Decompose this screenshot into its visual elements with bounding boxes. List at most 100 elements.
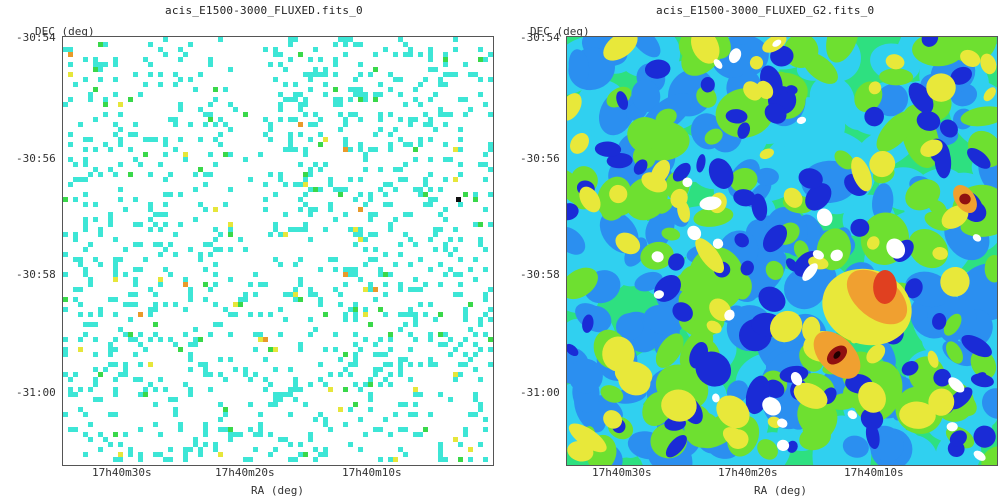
count-pixel [423, 177, 428, 182]
count-pixel [468, 327, 473, 332]
smoothed-blob [899, 401, 936, 429]
count-pixel [113, 457, 118, 462]
smoothed-blob [981, 446, 997, 465]
count-pixel [483, 297, 488, 302]
count-pixel [348, 97, 353, 102]
smoothed-blob [783, 187, 803, 208]
count-pixel [433, 232, 438, 237]
count-pixel [98, 432, 103, 437]
count-pixel [438, 452, 443, 457]
smoothed-blob [879, 68, 914, 86]
smoothed-blob [734, 233, 749, 248]
count-pixel [228, 357, 233, 362]
smoothed-blob [834, 150, 854, 170]
count-pixel [218, 357, 223, 362]
smoothed-blob [786, 440, 798, 453]
count-pixel [173, 72, 178, 77]
count-pixel [213, 262, 218, 267]
smoothed-blob [932, 313, 947, 330]
count-pixel [428, 412, 433, 417]
count-pixel [398, 177, 403, 182]
count-pixel [288, 442, 293, 447]
count-pixel [78, 387, 83, 392]
count-pixel [473, 332, 478, 337]
count-pixel [203, 422, 208, 427]
smoothed-blob [672, 162, 691, 182]
count-pixel [433, 227, 438, 232]
left-dec-tick-label: -30:58 [16, 268, 56, 281]
count-pixel [458, 127, 463, 132]
count-pixel [98, 232, 103, 237]
count-pixel [83, 332, 88, 337]
count-pixel [353, 272, 358, 277]
right-panel-title: acis_E1500-3000_FLUXED_G2.fits_0 [656, 4, 875, 17]
count-pixel [168, 117, 173, 122]
smoothed-blob [928, 388, 955, 416]
count-pixel [458, 137, 463, 142]
count-pixel [183, 332, 188, 337]
count-pixel [398, 77, 403, 82]
count-pixel [98, 397, 103, 402]
count-pixel [198, 202, 203, 207]
count-pixel [133, 132, 138, 137]
smoothed-blob [740, 260, 754, 276]
count-pixel [358, 227, 363, 232]
count-pixel [448, 267, 453, 272]
count-pixel [148, 172, 153, 177]
count-pixel [453, 347, 458, 352]
count-pixel [403, 427, 408, 432]
count-pixel [93, 57, 98, 62]
count-pixel [418, 432, 423, 437]
count-pixel [108, 442, 113, 447]
count-pixel [108, 412, 113, 417]
count-pixel [68, 132, 73, 137]
count-pixel [73, 287, 78, 292]
count-pixel [113, 412, 118, 417]
count-pixel [418, 137, 423, 142]
count-pixel [428, 67, 433, 72]
count-pixel [83, 162, 88, 167]
count-pixel [463, 427, 468, 432]
count-pixel [283, 437, 288, 442]
count-pixel [438, 392, 443, 397]
count-pixel [373, 92, 378, 97]
count-pixel [463, 317, 468, 322]
smoothed-blob [826, 37, 859, 63]
source-peak [959, 193, 971, 205]
count-pixel [73, 197, 78, 202]
count-pixel [383, 202, 388, 207]
count-pixel [323, 162, 328, 167]
count-pixel [483, 427, 488, 432]
count-pixel [78, 337, 83, 342]
count-pixel [373, 257, 378, 262]
count-pixel [178, 422, 183, 427]
count-pixel [228, 127, 233, 132]
count-pixel [383, 272, 388, 277]
count-pixel [358, 97, 363, 102]
count-pixel [73, 177, 78, 182]
count-pixel [478, 162, 483, 167]
count-pixel [358, 387, 363, 392]
count-pixel [393, 187, 398, 192]
smoothed-blob [614, 361, 653, 388]
count-pixel [308, 187, 313, 192]
smoothed-blob [758, 286, 786, 312]
count-pixel [258, 152, 263, 157]
count-pixel [368, 217, 373, 222]
count-pixel [113, 392, 118, 397]
count-pixel [113, 262, 118, 267]
count-pixel [203, 367, 208, 372]
count-pixel [308, 292, 313, 297]
count-pixel [103, 102, 108, 107]
count-pixel [98, 307, 103, 312]
count-pixel [313, 122, 318, 127]
count-pixel [293, 287, 298, 292]
count-pixel [288, 227, 293, 232]
smoothed-blob [949, 430, 967, 447]
count-pixel [383, 182, 388, 187]
count-pixel [438, 282, 443, 287]
count-pixel [158, 252, 163, 257]
count-pixel [458, 162, 463, 167]
count-pixel [333, 97, 338, 102]
smoothed-blob [633, 159, 648, 175]
